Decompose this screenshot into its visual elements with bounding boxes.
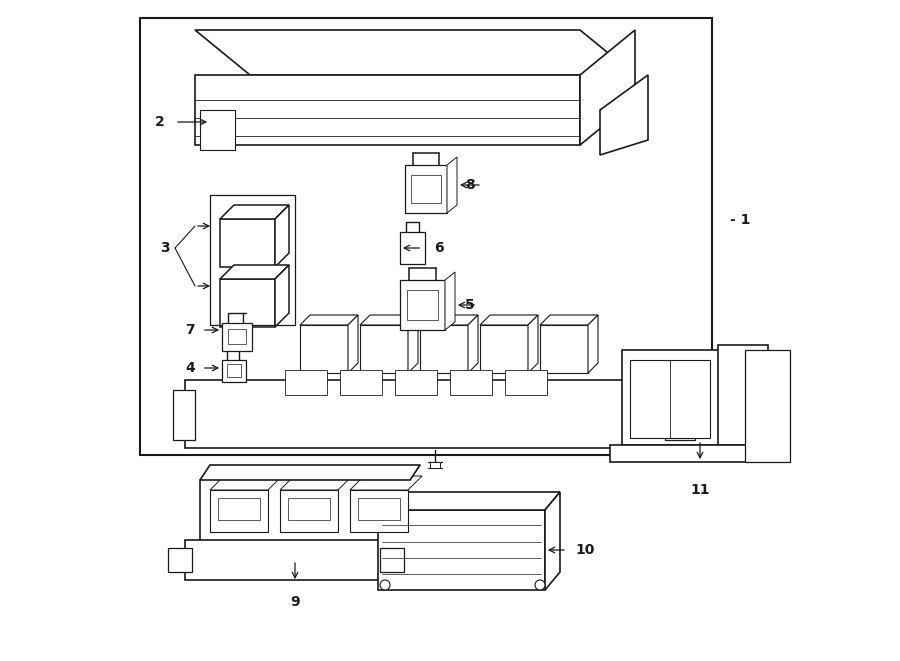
Polygon shape (408, 315, 418, 373)
Polygon shape (228, 329, 246, 344)
Text: - 1: - 1 (730, 213, 751, 227)
Polygon shape (220, 265, 289, 279)
Text: 2: 2 (155, 115, 165, 129)
Polygon shape (218, 498, 260, 520)
Polygon shape (528, 315, 538, 373)
Text: 9: 9 (290, 595, 300, 609)
Polygon shape (360, 325, 408, 373)
Polygon shape (173, 390, 195, 440)
Polygon shape (580, 30, 635, 145)
Polygon shape (540, 315, 598, 325)
Polygon shape (300, 315, 358, 325)
Polygon shape (275, 265, 289, 327)
Polygon shape (411, 175, 441, 204)
Text: 6: 6 (434, 241, 444, 255)
Circle shape (535, 580, 545, 590)
Polygon shape (280, 490, 338, 532)
Polygon shape (400, 280, 445, 330)
Polygon shape (222, 360, 246, 382)
Polygon shape (630, 360, 710, 438)
Polygon shape (718, 345, 768, 445)
Circle shape (380, 580, 390, 590)
Polygon shape (210, 490, 268, 532)
Polygon shape (450, 370, 492, 395)
Polygon shape (340, 370, 382, 395)
Text: 8: 8 (465, 178, 475, 192)
Polygon shape (505, 370, 547, 395)
Polygon shape (420, 315, 478, 325)
Polygon shape (445, 272, 455, 330)
Polygon shape (480, 315, 538, 325)
Polygon shape (200, 465, 420, 480)
Polygon shape (385, 522, 405, 580)
Polygon shape (185, 540, 385, 580)
Polygon shape (222, 323, 252, 351)
Text: 5: 5 (465, 298, 475, 312)
Polygon shape (540, 325, 588, 373)
Polygon shape (407, 290, 438, 320)
Text: 10: 10 (575, 543, 594, 557)
Polygon shape (195, 75, 580, 145)
Text: 7: 7 (185, 323, 194, 337)
Polygon shape (210, 476, 282, 490)
Polygon shape (300, 325, 348, 373)
Polygon shape (227, 364, 241, 377)
Polygon shape (168, 548, 192, 572)
Polygon shape (220, 205, 289, 219)
Text: 4: 4 (185, 361, 195, 375)
Polygon shape (430, 462, 440, 468)
Polygon shape (600, 75, 648, 155)
Polygon shape (140, 18, 712, 455)
Polygon shape (378, 492, 560, 510)
Polygon shape (545, 492, 560, 590)
Polygon shape (285, 370, 327, 395)
Polygon shape (220, 279, 275, 327)
Polygon shape (280, 476, 352, 490)
Polygon shape (665, 390, 695, 440)
Polygon shape (220, 219, 275, 267)
Polygon shape (378, 510, 545, 590)
Polygon shape (185, 380, 685, 448)
Polygon shape (588, 315, 598, 373)
Text: 11: 11 (690, 483, 710, 497)
Polygon shape (288, 498, 330, 520)
Polygon shape (447, 157, 457, 213)
Polygon shape (348, 315, 358, 373)
Text: 3: 3 (160, 241, 170, 255)
Polygon shape (480, 325, 528, 373)
Polygon shape (360, 315, 418, 325)
Polygon shape (200, 110, 235, 150)
Polygon shape (405, 165, 447, 213)
Polygon shape (350, 490, 408, 532)
Polygon shape (395, 370, 437, 395)
Polygon shape (350, 476, 422, 490)
Polygon shape (380, 548, 404, 572)
Polygon shape (400, 232, 425, 264)
Polygon shape (195, 30, 635, 75)
Polygon shape (610, 445, 778, 462)
Polygon shape (468, 315, 478, 373)
Polygon shape (420, 325, 468, 373)
Polygon shape (745, 350, 790, 462)
Polygon shape (275, 205, 289, 267)
Polygon shape (358, 498, 400, 520)
Polygon shape (622, 350, 762, 445)
